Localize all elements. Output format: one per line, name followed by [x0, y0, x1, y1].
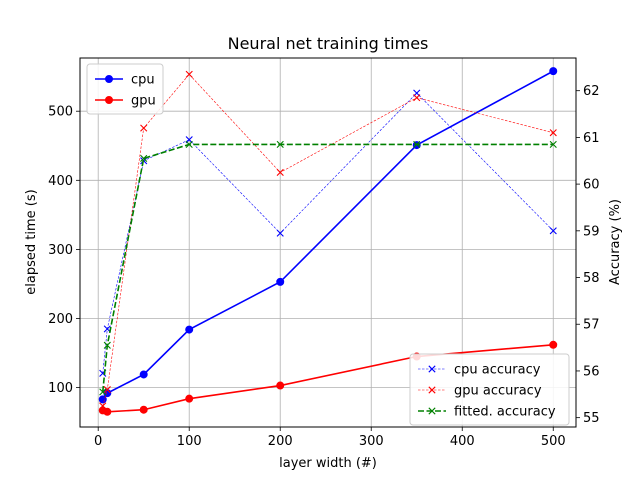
y-right-tick-label: 55: [583, 411, 600, 426]
y-right-tick-label: 62: [583, 84, 600, 99]
y-right-tick-label: 59: [583, 224, 600, 239]
legend-marker: [428, 365, 436, 373]
chart-title: Neural net training times: [228, 34, 429, 53]
legend-label: cpu accuracy: [454, 363, 541, 378]
y-right-tick-label: 58: [583, 271, 600, 286]
y-left-tick-label: 400: [48, 174, 73, 189]
data-point: [99, 388, 107, 396]
x-tick-label: 300: [359, 434, 384, 449]
y-axis-right-ticks: 55 56 57 58 59 60 61 62: [576, 84, 600, 426]
data-point: [276, 229, 284, 237]
y-right-tick-label: 60: [583, 178, 600, 193]
legend-box: [409, 353, 570, 426]
data-point: [103, 407, 112, 416]
legend-label: fitted. accuracy: [454, 405, 556, 420]
series-right-group: [99, 70, 557, 410]
data-point: [139, 405, 148, 414]
data-point: [140, 124, 148, 132]
x-tick-label: 100: [177, 434, 202, 449]
data-point: [413, 94, 421, 102]
legend-marker: [105, 96, 113, 104]
data-point: [549, 67, 558, 76]
y-right-tick-label: 57: [583, 318, 600, 333]
data-point: [276, 140, 284, 148]
y-left-tick-label: 300: [48, 243, 73, 258]
x-axis-ticks: 0 100 200 300 400 500: [94, 427, 566, 449]
data-point: [103, 389, 112, 398]
data-point: [103, 386, 111, 394]
x-axis-label: layer width (#): [279, 456, 377, 471]
legend-left: cpu gpu: [86, 63, 164, 115]
y-axis-left-label: elapsed time (s): [24, 189, 39, 294]
x-tick-label: 0: [94, 434, 102, 449]
y-left-tick-label: 200: [48, 312, 73, 327]
data-point: [185, 140, 193, 148]
data-point: [549, 227, 557, 235]
y-left-tick-label: 500: [48, 105, 73, 120]
data-point: [185, 394, 194, 403]
legend-label: cpu: [131, 73, 155, 88]
data-point: [99, 402, 107, 410]
data-point: [549, 340, 558, 349]
data-point: [185, 325, 194, 334]
data-point: [103, 341, 111, 349]
data-point: [413, 140, 421, 148]
y-axis-left-ticks: 100 200 300 400 500: [48, 105, 80, 396]
x-tick-label: 500: [541, 434, 566, 449]
legend-right: cpu accuracy gpu accuracy fitted. accuracy: [409, 353, 570, 426]
data-point: [185, 70, 193, 78]
data-point: [276, 381, 285, 390]
legend-marker: [428, 386, 436, 394]
data-point: [139, 370, 148, 379]
x-tick-label: 400: [450, 434, 475, 449]
y-right-tick-label: 56: [583, 364, 600, 379]
y-right-tick-label: 61: [583, 131, 600, 146]
data-point: [98, 395, 107, 404]
grid-lines: [80, 58, 576, 427]
legend-marker: [428, 407, 436, 415]
y-axis-right-label: Accuracy (%): [608, 199, 623, 285]
data-point: [549, 129, 557, 137]
data-point: [276, 277, 285, 286]
legend-label: gpu: [131, 94, 156, 109]
legend-label: gpu accuracy: [454, 384, 542, 399]
data-point: [549, 140, 557, 148]
data-point: [140, 154, 148, 163]
plot-frame: [79, 57, 577, 428]
x-tick-label: 200: [268, 434, 293, 449]
y-left-tick-label: 100: [48, 381, 73, 396]
legend-marker: [105, 75, 113, 83]
data-point: [276, 168, 284, 177]
